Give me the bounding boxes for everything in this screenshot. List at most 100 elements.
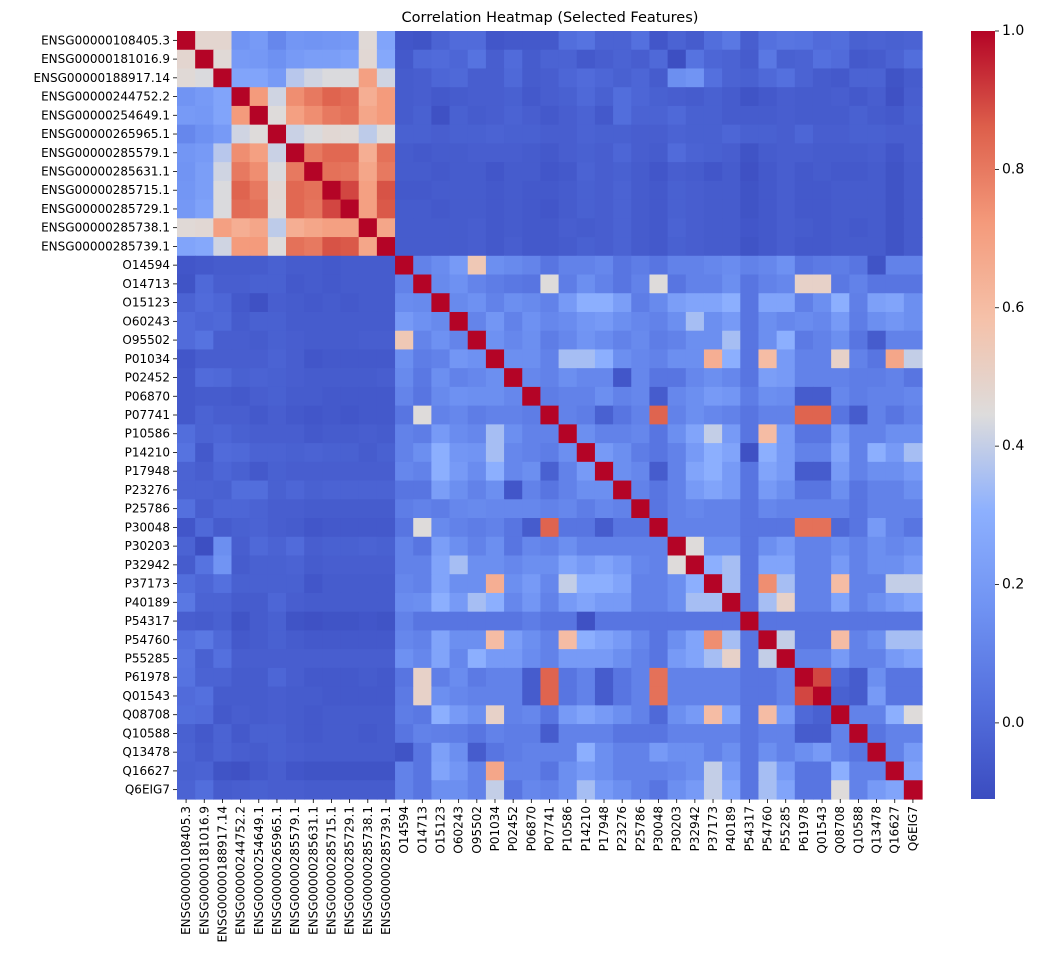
y-tick-label: ENSG00000244752.2	[41, 90, 170, 104]
heatmap-cell	[358, 574, 378, 594]
heatmap-cell	[485, 68, 505, 88]
y-tick-label: P14210	[125, 445, 170, 459]
heatmap-cell	[558, 461, 578, 482]
heatmap-cell	[267, 443, 287, 463]
heatmap-cell	[267, 49, 287, 70]
heatmap-cell	[340, 686, 360, 706]
heatmap-cell	[903, 105, 923, 126]
heatmap-cell	[286, 480, 305, 500]
heatmap-cell	[558, 611, 578, 632]
heatmap-cell	[504, 180, 523, 201]
heatmap-cell	[885, 31, 905, 51]
heatmap-cell	[376, 742, 396, 763]
heatmap-cell	[867, 218, 887, 238]
heatmap-cell	[376, 199, 396, 219]
heatmap-cell	[267, 218, 287, 238]
heatmap-cell	[504, 443, 523, 463]
heatmap-cell	[703, 499, 723, 519]
heatmap-cell	[740, 592, 760, 613]
heatmap-cell	[812, 105, 832, 126]
heatmap-cell	[177, 686, 196, 706]
heatmap-cell	[740, 705, 760, 725]
heatmap-cell	[522, 124, 542, 144]
heatmap-cell	[485, 592, 505, 613]
heatmap-cell	[594, 592, 614, 613]
heatmap-cell	[449, 405, 469, 425]
heatmap-cell	[722, 443, 741, 463]
heatmap-cell	[485, 686, 505, 706]
heatmap-cell	[631, 592, 651, 613]
colorbar-ticks: 0.00.20.40.60.81.0	[995, 23, 1024, 731]
heatmap-cell	[831, 31, 850, 51]
heatmap-cell	[322, 780, 342, 800]
heatmap-cell	[304, 630, 323, 650]
heatmap-cell	[431, 199, 451, 219]
heatmap-cell	[903, 424, 923, 444]
heatmap-cell	[395, 255, 414, 276]
y-tick-label: ENSG00000254649.1	[41, 108, 170, 122]
heatmap-cell	[740, 311, 760, 332]
heatmap-cell	[722, 162, 741, 182]
x-tick-label: P10586	[561, 806, 575, 851]
heatmap-cell	[249, 255, 269, 276]
heatmap-cell	[540, 237, 560, 257]
heatmap-cell	[867, 274, 887, 294]
heatmap-cell	[249, 311, 269, 332]
heatmap-cell	[740, 761, 760, 781]
y-tick-label: Q16627	[122, 764, 170, 778]
heatmap-cell	[449, 330, 469, 351]
heatmap-cell	[522, 461, 542, 482]
heatmap-cell	[885, 780, 905, 800]
heatmap-cell	[195, 162, 214, 182]
heatmap-cell	[340, 293, 360, 313]
heatmap-cell	[794, 162, 814, 182]
heatmap-cell	[249, 592, 269, 613]
heatmap-cell	[395, 31, 414, 51]
heatmap-cell	[376, 443, 396, 463]
heatmap-cell	[213, 349, 233, 369]
heatmap-cell	[322, 555, 342, 575]
heatmap-cell	[540, 311, 560, 332]
heatmap-cell	[903, 31, 923, 51]
heatmap-cell	[322, 293, 342, 313]
heatmap-cell	[812, 555, 832, 575]
heatmap-cell	[231, 162, 251, 182]
heatmap-cell	[685, 199, 705, 219]
heatmap-cell	[504, 424, 523, 444]
heatmap-cell	[685, 87, 705, 107]
heatmap-cell	[467, 105, 487, 126]
heatmap-cell	[413, 536, 432, 557]
heatmap-cell	[685, 293, 705, 313]
heatmap-cell	[558, 742, 578, 763]
heatmap-cell	[831, 574, 850, 594]
heatmap-cell	[195, 255, 214, 276]
heatmap-cell	[631, 424, 651, 444]
heatmap-cell	[504, 199, 523, 219]
heatmap-cell	[758, 630, 778, 650]
heatmap-cell	[703, 180, 723, 201]
heatmap-cell	[322, 649, 342, 669]
heatmap-cell	[431, 592, 451, 613]
heatmap-cell	[885, 724, 905, 744]
heatmap-cell	[776, 49, 796, 70]
heatmap-cell	[322, 461, 342, 482]
heatmap-cell	[758, 180, 778, 201]
heatmap-cell	[195, 311, 214, 332]
heatmap-cell	[867, 724, 887, 744]
heatmap-cell	[540, 180, 560, 201]
heatmap-cell	[467, 574, 487, 594]
heatmap-cell	[831, 368, 850, 388]
heatmap-cell	[849, 630, 869, 650]
heatmap-cell	[703, 761, 723, 781]
heatmap-cell	[267, 742, 287, 763]
heatmap-cell	[213, 705, 233, 725]
x-tick-label: Q10588	[851, 806, 865, 854]
heatmap-cell	[540, 293, 560, 313]
heatmap-cell	[177, 499, 196, 519]
heatmap-cell	[467, 293, 487, 313]
heatmap-cell	[667, 386, 687, 407]
y-tick-label: P30048	[125, 520, 170, 534]
heatmap-cell	[885, 405, 905, 425]
heatmap-cell	[395, 199, 414, 219]
y-tick-label: ENSG00000108405.3	[41, 33, 170, 47]
